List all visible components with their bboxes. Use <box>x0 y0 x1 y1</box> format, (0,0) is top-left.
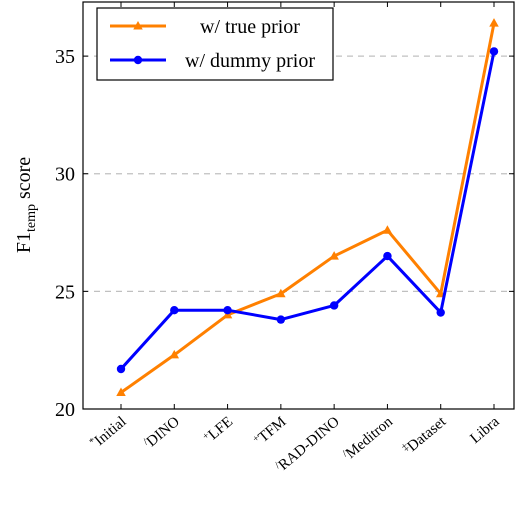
data-point <box>329 301 339 310</box>
y-tick-label: 35 <box>55 46 75 68</box>
legend-label: w/ dummy prior <box>185 50 315 72</box>
x-tick-prefix: + <box>200 430 212 442</box>
legend-label: w/ true prior <box>200 16 300 38</box>
x-tick-prefix: ‡ <box>400 442 411 454</box>
x-tick-label: /Meditron <box>340 413 396 464</box>
data-point <box>383 251 392 261</box>
legend-box <box>96 7 334 81</box>
svg-text:+TFM: +TFM <box>251 413 290 449</box>
legend-swatch-marker <box>133 21 143 30</box>
data-point <box>329 251 339 260</box>
data-point <box>116 387 126 397</box>
x-tick-text: Dataset <box>405 413 450 455</box>
legend-swatch-marker <box>133 55 143 65</box>
data-point <box>170 305 179 315</box>
legend-item: w/ true prior <box>110 16 300 38</box>
x-tick-label: Libra <box>467 414 502 447</box>
data-point <box>489 47 499 56</box>
svg-text:/DINO: /DINO <box>141 413 183 452</box>
x-tick-text: TFM <box>256 414 290 446</box>
x-tick-text: Meditron <box>343 413 396 461</box>
x-tick-prefix: / <box>340 449 349 459</box>
svg-text:‡Dataset: ‡Dataset <box>400 413 450 459</box>
series-line <box>119 51 496 371</box>
x-tick-prefix: / <box>273 461 282 471</box>
y-tick-label: 25 <box>55 281 75 303</box>
data-point <box>276 288 286 298</box>
y-axis-title-main: F1 <box>13 232 35 253</box>
data-point <box>436 308 445 317</box>
data-point <box>489 18 499 27</box>
x-tick-text: Initial <box>92 414 130 449</box>
y-axis-title-rest: score <box>13 157 35 204</box>
data-point <box>276 315 286 324</box>
x-tick-text: DINO <box>144 414 183 450</box>
y-tick-label: 30 <box>55 164 75 186</box>
svg-text:Libra: Libra <box>467 414 502 447</box>
x-tick-label: /DINO <box>141 413 183 452</box>
svg-text:F1temp score: F1temp score <box>13 157 39 253</box>
series-line <box>120 22 496 394</box>
x-tick-prefix: / <box>141 437 150 447</box>
x-tick-label: +TFM <box>251 413 290 449</box>
legend: w/ true prior w/ dummy prior <box>96 7 334 81</box>
y-tick-label: 20 <box>55 399 75 421</box>
series-1 <box>116 18 499 397</box>
y-axis-title: F1temp score <box>13 157 39 253</box>
x-tick-label: ‡Dataset <box>400 413 450 459</box>
x-tick-text: Libra <box>467 414 502 447</box>
data-point <box>382 225 393 234</box>
data-point <box>223 305 232 315</box>
y-axis-title-sub: temp <box>24 204 39 232</box>
svg-text:*Initial: *Initial <box>87 413 129 452</box>
series-2 <box>116 47 499 374</box>
plot-frame <box>82 1 515 410</box>
series-layer <box>116 18 499 397</box>
svg-text:/Meditron: /Meditron <box>340 413 396 464</box>
x-tick-label: +LFE <box>200 413 236 447</box>
legend-item: w/ dummy prior <box>110 50 315 72</box>
data-point <box>169 349 180 359</box>
x-tick-prefix: + <box>251 433 263 445</box>
x-tick-prefix: * <box>87 436 98 448</box>
x-tick-label: *Initial <box>87 413 129 452</box>
svg-text:+LFE: +LFE <box>200 413 236 447</box>
data-point <box>116 364 126 374</box>
